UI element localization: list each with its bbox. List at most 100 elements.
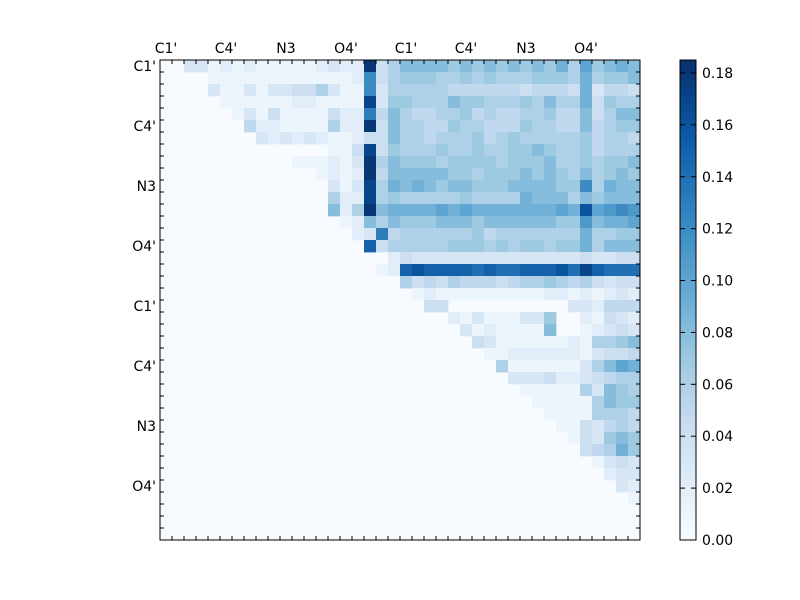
heatmap-cell <box>436 228 449 241</box>
heatmap-cell <box>568 216 581 229</box>
heatmap-cell <box>496 276 509 289</box>
heatmap-cell <box>532 84 545 97</box>
heatmap-cell <box>400 60 413 73</box>
heatmap-cell <box>532 108 545 121</box>
heatmap-cell <box>400 240 413 253</box>
heatmap-cell <box>592 336 605 349</box>
heatmap-cell <box>484 180 497 193</box>
heatmap-cell <box>388 120 401 133</box>
heatmap-cell <box>388 156 401 169</box>
heatmap-cell <box>484 264 497 277</box>
heatmap-cell <box>232 108 245 121</box>
heatmap-cell <box>544 108 557 121</box>
heatmap-cell <box>436 264 449 277</box>
heatmap-cell <box>352 108 365 121</box>
heatmap-cell <box>604 204 617 217</box>
heatmap-cell <box>556 132 569 145</box>
heatmap-cell <box>496 168 509 181</box>
heatmap-cell <box>364 96 377 109</box>
heatmap-cell <box>352 180 365 193</box>
heatmap-cell <box>484 144 497 157</box>
heatmap-cell <box>412 180 425 193</box>
heatmap-cell <box>604 144 617 157</box>
heatmap-cell <box>568 408 581 421</box>
heatmap-cell <box>472 60 485 73</box>
heatmap-cell <box>604 264 617 277</box>
heatmap-cell <box>292 156 305 169</box>
heatmap-cell <box>604 60 617 73</box>
heatmap-cell <box>532 204 545 217</box>
heatmap-cell <box>472 132 485 145</box>
heatmap-cell <box>400 264 413 277</box>
heatmap-cell <box>412 168 425 181</box>
heatmap-cell <box>412 192 425 205</box>
heatmap-cell <box>568 192 581 205</box>
heatmap-cell <box>472 156 485 169</box>
heatmap-cell <box>436 192 449 205</box>
heatmap-cell <box>508 180 521 193</box>
heatmap-cell <box>352 156 365 169</box>
heatmap-cell <box>604 192 617 205</box>
heatmap-cell <box>448 276 461 289</box>
heatmap-cell <box>604 240 617 253</box>
heatmap-cell <box>472 336 485 349</box>
heatmap-cell <box>472 216 485 229</box>
heatmap-cell <box>268 120 281 133</box>
heatmap-cell <box>412 216 425 229</box>
heatmap-cell <box>220 96 233 109</box>
heatmap-cell <box>628 336 641 349</box>
x-tick-labels: C1' C4' N3 O4' C1' C4' N3 O4' <box>155 41 598 57</box>
heatmap-cell <box>592 156 605 169</box>
heatmap-cell <box>532 252 545 265</box>
heatmap-cell <box>436 168 449 181</box>
heatmap-cell <box>508 72 521 85</box>
heatmap-cell <box>424 216 437 229</box>
heatmap-cell <box>544 396 557 409</box>
heatmap-cell <box>580 288 593 301</box>
heatmap-cell <box>628 204 641 217</box>
heatmap-cell <box>484 60 497 73</box>
heatmap-cell <box>604 168 617 181</box>
heatmap-cell <box>580 324 593 337</box>
heatmap-cell <box>592 204 605 217</box>
heatmap-cell <box>568 144 581 157</box>
heatmap-cell <box>484 252 497 265</box>
heatmap-cell <box>580 336 593 349</box>
heatmap-cell <box>328 156 341 169</box>
heatmap-cell <box>328 96 341 109</box>
heatmap-cell <box>316 132 329 145</box>
heatmap-cell <box>340 60 353 73</box>
heatmap-cell <box>424 120 437 133</box>
heatmap-cell <box>484 348 497 361</box>
heatmap-cell <box>292 84 305 97</box>
heatmap-cell <box>556 180 569 193</box>
colorbar-tick-label: 0.04 <box>702 429 733 445</box>
heatmap-cell <box>556 96 569 109</box>
heatmap-cell <box>556 348 569 361</box>
heatmap-cell <box>628 348 641 361</box>
heatmap-cell <box>628 396 641 409</box>
heatmap-cell <box>496 204 509 217</box>
heatmap-cell <box>352 120 365 133</box>
heatmap-cell <box>556 396 569 409</box>
heatmap-cell <box>256 96 269 109</box>
heatmap-cell <box>520 240 533 253</box>
heatmap-cell <box>532 192 545 205</box>
heatmap-cell <box>520 348 533 361</box>
heatmap-cell <box>220 60 233 73</box>
heatmap-cell <box>340 180 353 193</box>
heatmap-cell <box>376 96 389 109</box>
heatmap-cell <box>592 60 605 73</box>
heatmap-cell <box>520 96 533 109</box>
heatmap-cell <box>544 276 557 289</box>
heatmap-cell <box>436 72 449 85</box>
heatmap-cell <box>544 240 557 253</box>
heatmap-cell <box>568 240 581 253</box>
heatmap-cell <box>532 96 545 109</box>
heatmap-cell <box>400 180 413 193</box>
heatmap-cell <box>628 276 641 289</box>
heatmap-cell <box>616 60 629 73</box>
heatmap-cell <box>388 252 401 265</box>
heatmap-cell <box>628 372 641 385</box>
heatmap-cell <box>532 336 545 349</box>
